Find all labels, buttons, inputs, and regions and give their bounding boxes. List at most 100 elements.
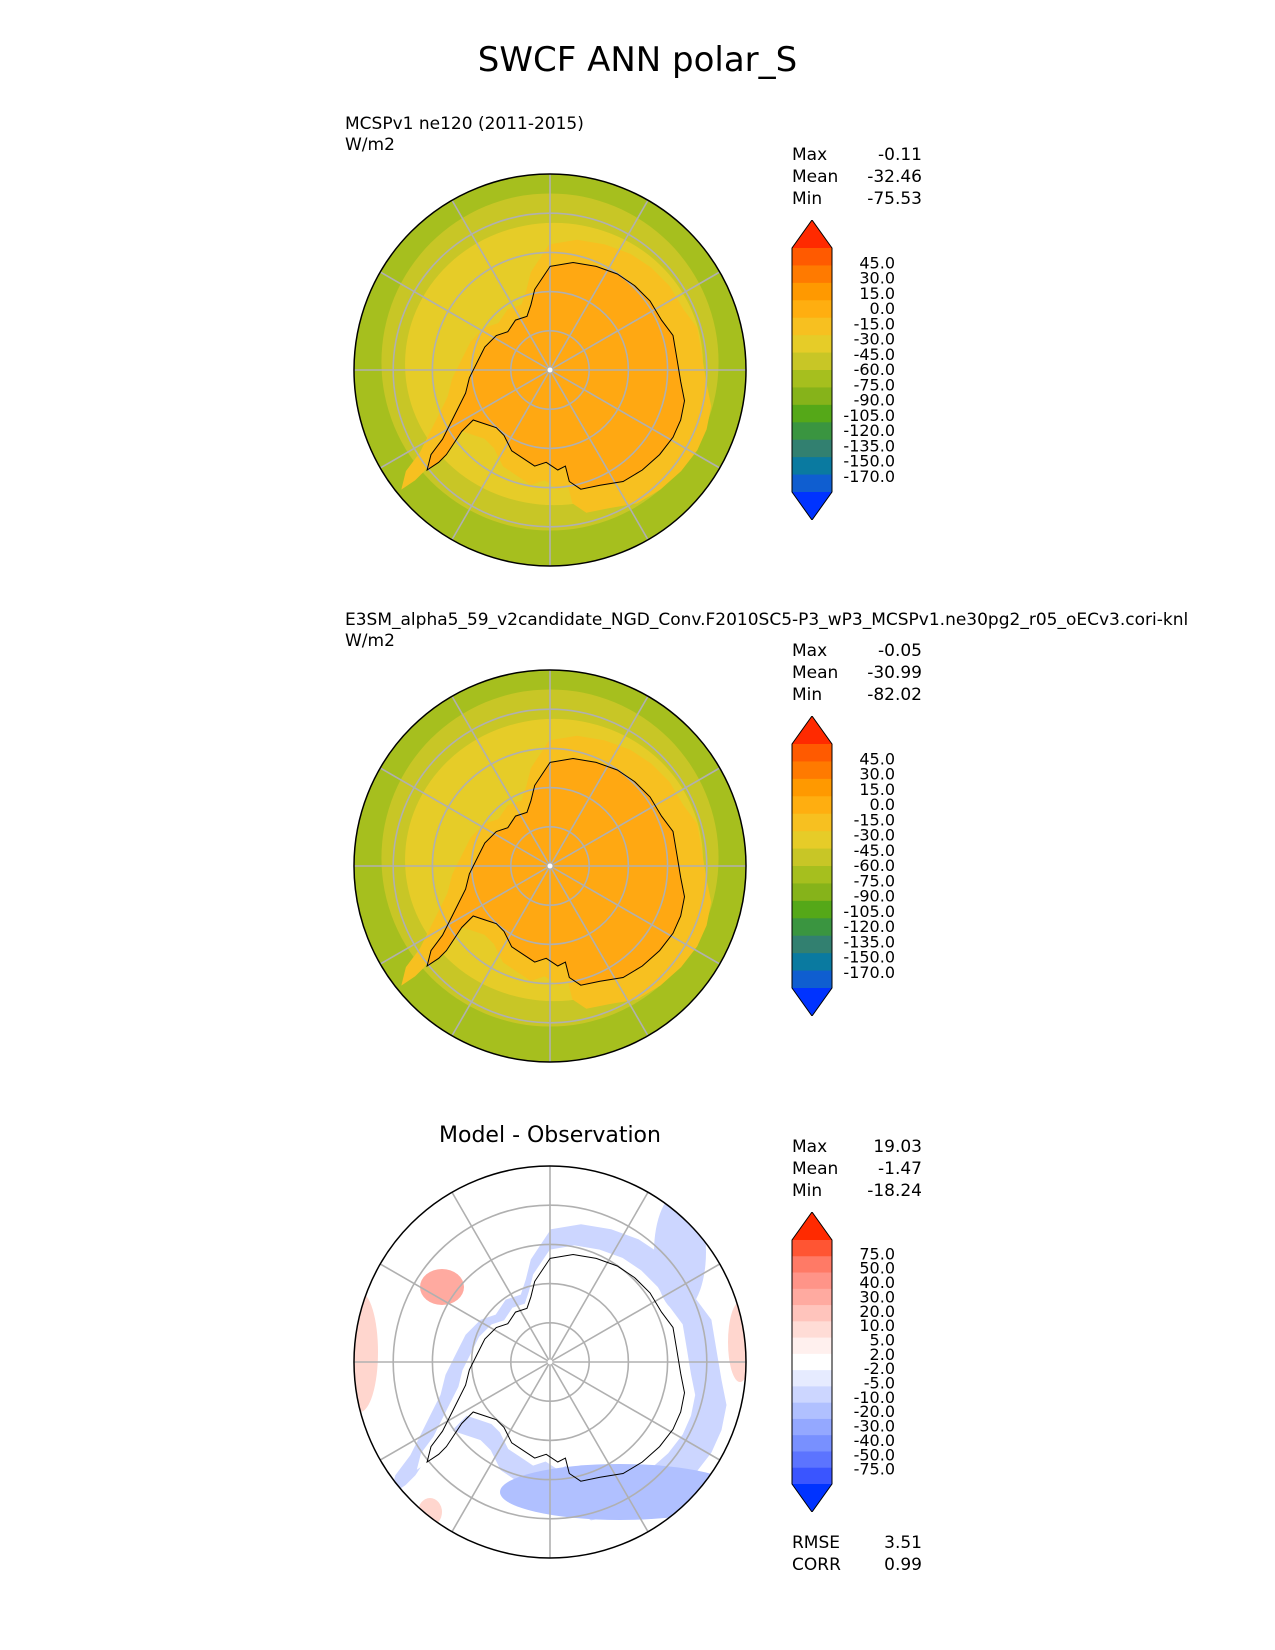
panel-2-subtitle: E3SM_alpha5_59_v2candidate_NGD_Conv.F201… — [345, 610, 1189, 630]
colorbar-segment — [792, 1305, 832, 1322]
pole-marker — [547, 863, 553, 869]
colorbar-tick-label: 45.0 — [859, 253, 895, 272]
panel-2-map — [353, 669, 747, 1063]
stat-min: Min -18.24 — [792, 1181, 922, 1201]
colorbar-segment — [792, 1256, 832, 1274]
colorbar-tick-label: -135.0 — [843, 436, 895, 455]
colorbar-segment — [792, 300, 832, 319]
colorbar-extend-min — [792, 1484, 832, 1512]
colorbar-tick-label: -30.0 — [854, 826, 895, 845]
map-boundary — [353, 669, 747, 1063]
pos-south — [418, 1498, 442, 1526]
stat-mean: Mean -32.46 — [792, 167, 922, 187]
colorbar-tick-label: 20.0 — [859, 1302, 895, 1321]
stat-rmse: RMSE 3.51 — [792, 1533, 922, 1553]
stat-mean: Mean -30.99 — [792, 663, 922, 683]
colorbar-segment — [792, 918, 832, 937]
colorbar-segment — [792, 848, 832, 867]
band-continent — [427, 262, 685, 490]
pole-marker — [547, 367, 553, 373]
colorbar-tick-label: 30.0 — [859, 1287, 895, 1306]
colorbar-extend-min — [792, 492, 832, 520]
colorbar-tick-label: -15.0 — [854, 810, 895, 829]
colorbar-segment — [792, 953, 832, 972]
colorbar-tick-label: -30.0 — [854, 1417, 895, 1436]
pole-marker — [547, 1359, 553, 1365]
colorbar-tick-label: 30.0 — [859, 269, 895, 288]
panel-3-colorbar: 75.050.040.030.020.010.05.02.0-2.0-5.0-1… — [791, 1212, 895, 1512]
colorbar-tick-label: -20.0 — [854, 1402, 895, 1421]
map-field — [354, 174, 746, 566]
colorbar-segment — [792, 1467, 832, 1485]
panel-1-units: W/m2 — [345, 135, 395, 155]
colorbar-segment — [792, 900, 832, 919]
colorbar-segment — [792, 866, 832, 884]
colorbar-tick-label: -90.0 — [854, 887, 895, 906]
colorbar-segment — [792, 387, 832, 406]
colorbar-segment — [792, 352, 832, 371]
colorbar-segment — [792, 370, 832, 388]
colorbar-tick-label: 15.0 — [859, 780, 895, 799]
panel-2-stats: Max -0.05 Mean -30.99 Min -82.02 — [792, 640, 922, 706]
colorbar-tick-label: -90.0 — [854, 391, 895, 410]
colorbar-tick-label: -5.0 — [864, 1374, 895, 1393]
colorbar-segment — [792, 1451, 832, 1469]
colorbar-segment — [792, 883, 832, 902]
colorbar-tick-label: -75.0 — [854, 871, 895, 890]
panel-3-stats: Max 19.03 Mean -1.47 Min -18.24 — [792, 1136, 922, 1202]
colorbar-tick-label: 0.0 — [870, 299, 895, 318]
panel-3-map — [353, 1165, 747, 1559]
colorbar-segment — [792, 1321, 832, 1339]
colorbar-segment — [792, 404, 832, 423]
colorbar-segment — [792, 335, 832, 354]
map-boundary — [353, 173, 747, 567]
panel-3-extra-stats: RMSE 3.51 CORR 0.99 — [792, 1532, 922, 1576]
colorbar-tick-label: -170.0 — [843, 467, 895, 486]
colorbar-segment — [792, 1370, 832, 1387]
colorbar-tick-label: 45.0 — [859, 749, 895, 768]
colorbar-tick-label: 0.0 — [870, 795, 895, 814]
colorbar-segment — [792, 1435, 832, 1452]
colorbar-segment — [792, 1337, 832, 1355]
colorbar-extend-max — [792, 1212, 832, 1240]
stat-corr: CORR 0.99 — [792, 1555, 922, 1575]
stat-max: Max 19.03 — [792, 1137, 922, 1157]
colorbar-extend-max — [792, 220, 832, 248]
colorbar-tick-label: -120.0 — [843, 421, 895, 440]
colorbar-tick-label: -120.0 — [843, 917, 895, 936]
colorbar-extend-max — [792, 716, 832, 744]
colorbar-segment — [792, 422, 832, 441]
colorbar-segment — [792, 248, 832, 266]
colorbar-segment — [792, 970, 832, 989]
colorbar-segment — [792, 1288, 832, 1306]
colorbar-segment — [792, 1418, 832, 1436]
colorbar-segment — [792, 1402, 832, 1420]
coastline — [426, 261, 686, 490]
colorbar-segment — [792, 1386, 832, 1404]
colorbar-tick-label: 15.0 — [859, 284, 895, 303]
colorbar-tick-label: -45.0 — [854, 841, 895, 860]
inner-neutral — [416, 1245, 696, 1491]
colorbar-tick-label: 50.0 — [859, 1259, 895, 1278]
panel-1-map — [353, 173, 747, 567]
colorbar-segment — [792, 778, 832, 797]
colorbar-tick-label: -75.0 — [854, 1460, 895, 1479]
stat-mean: Mean -1.47 — [792, 1159, 922, 1179]
colorbar-segment — [792, 1353, 832, 1371]
colorbar-segment — [792, 474, 832, 493]
colorbar-outline — [791, 1212, 833, 1512]
colorbar-tick-label: -105.0 — [843, 902, 895, 921]
map-field — [354, 1166, 746, 1558]
colorbar-tick-label: -75.0 — [854, 375, 895, 394]
stat-max: Max -0.11 — [792, 145, 922, 165]
colorbar-segment — [792, 813, 832, 832]
colorbar-tick-label: 30.0 — [859, 765, 895, 784]
colorbar-tick-label: -30.0 — [854, 330, 895, 349]
map-boundary — [353, 1165, 747, 1559]
colorbar-tick-label: -50.0 — [854, 1445, 895, 1464]
stat-max: Max -0.05 — [792, 641, 922, 661]
colorbar-outline — [791, 716, 833, 1016]
colorbar-tick-label: -40.0 — [854, 1431, 895, 1450]
colorbar-segment — [792, 1272, 832, 1290]
panel-1-subtitle: MCSPv1 ne120 (2011-2015) — [345, 114, 584, 134]
